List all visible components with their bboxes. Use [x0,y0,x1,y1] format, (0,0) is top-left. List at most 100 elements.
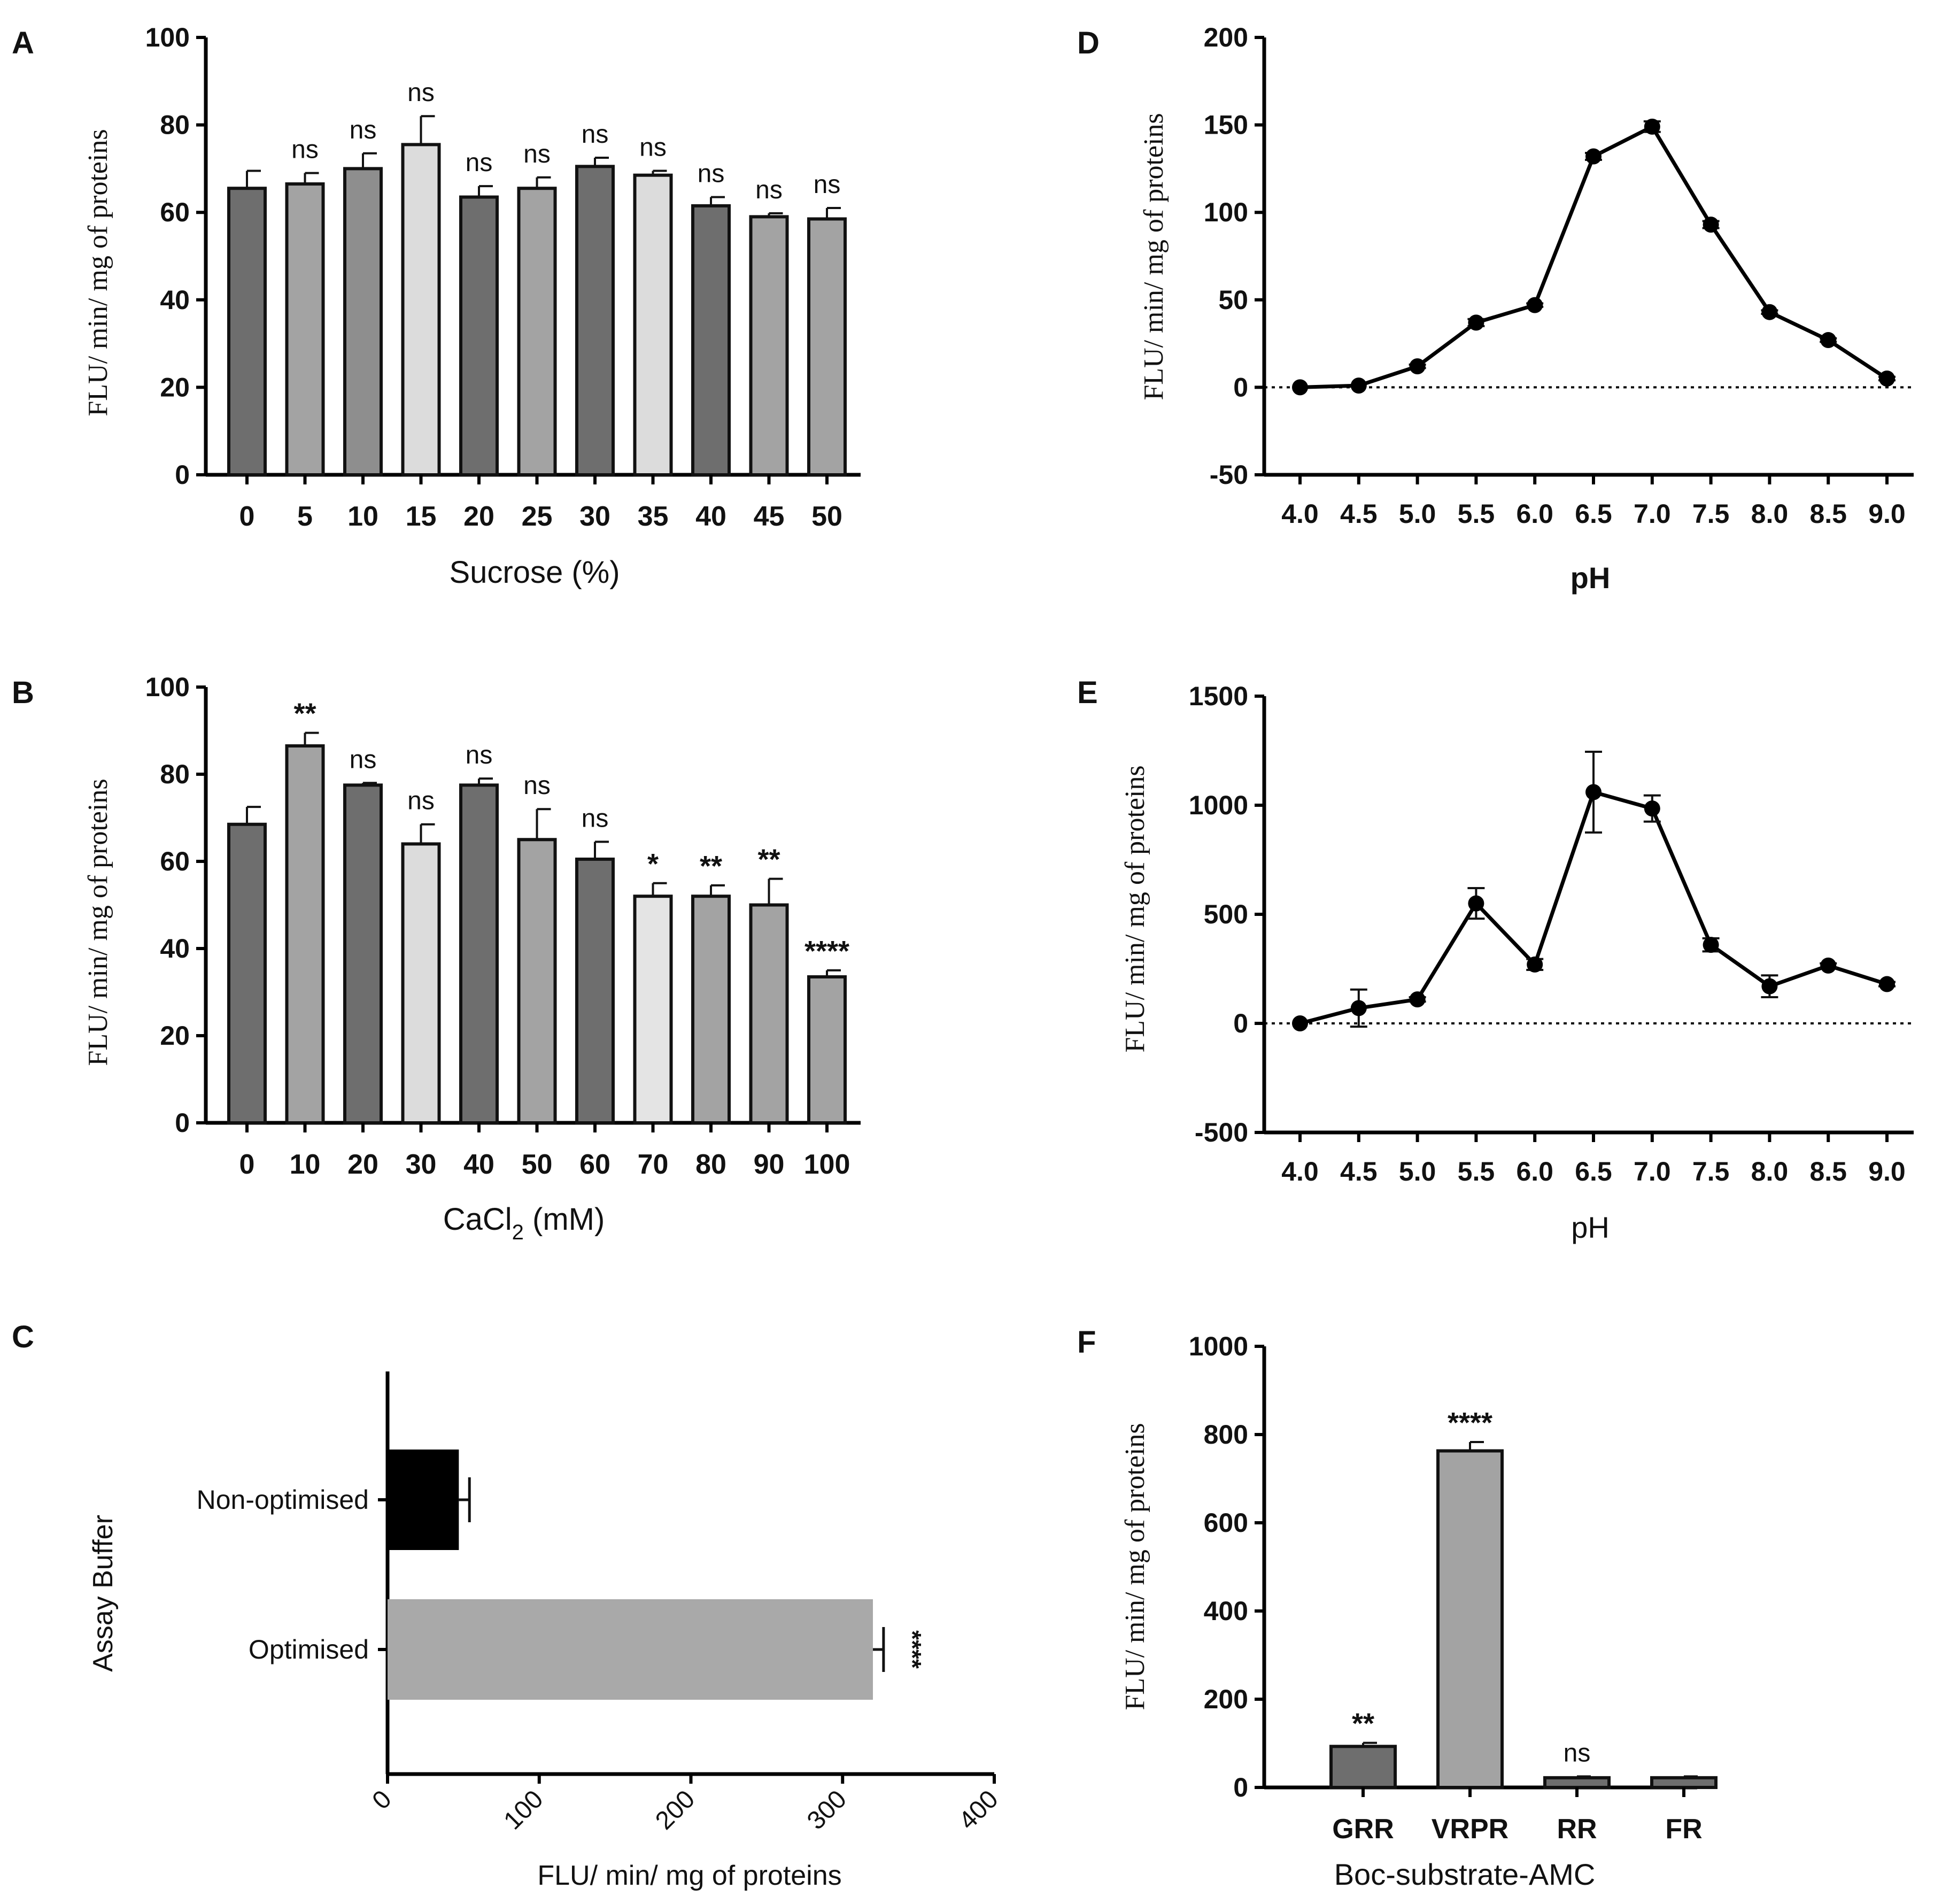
panel-b-x-tick-label: 100 [804,1149,850,1180]
panel-d-x-tick-label: 8.0 [1751,499,1789,529]
panel-a-x-tick-label: 35 [638,501,669,532]
panel-c-x-tick-label: 100 [498,1785,548,1835]
panel-a-bar [401,143,441,477]
panel-e-y-tick-label: 500 [1204,899,1248,929]
panel-b-x-tick-label: 70 [638,1149,669,1180]
panel-f-x-tick-label: FR [1665,1814,1702,1845]
panel-f-significance-label: ** [1352,1708,1374,1740]
panel-f-y-tick-label: 800 [1204,1420,1248,1450]
panel-f-significance-label: ns [1564,1739,1591,1767]
panel-d-x-tick-label: 4.5 [1340,499,1378,529]
panel-b-y-tick-label: 100 [145,672,190,702]
panel-d-point [1585,148,1602,165]
panel-e-y-tick-label: 1500 [1189,681,1248,711]
panel-c-plot: 0 100 200 300 400 Non-optimised Optimised **** [197,1371,1004,1835]
panel-a-x-tick-label: 15 [406,501,437,532]
panel-d-y-tick-label: 0 [1233,372,1248,402]
panel-b-significance-label: ns [407,787,435,815]
panel-d-letter: D [1077,26,1100,60]
panel-b-bar [343,783,383,1124]
panel-e-y-tick-label: 0 [1233,1008,1248,1038]
panel-d-x-tick-label: 6.5 [1575,499,1612,529]
panel-b-y-tick-label: 20 [160,1021,190,1051]
panel-c-x-tick-label: 300 [802,1785,852,1835]
panel-a-significance-label: ns [407,79,435,107]
panel-d-point [1468,314,1484,331]
panel-a-bar [517,187,557,476]
panel-a-significance-label: ns [639,133,667,161]
panel-d-point [1527,297,1543,313]
panel-d-y-tick-label: 50 [1218,285,1248,315]
panel-d-point [1761,304,1778,320]
panel-b-bar [575,857,615,1125]
panel-e-plot: -500 0 500 1000 1500 4.0 4.5 5.0 5.5 6.0 6.5 7.0 7.5… [1189,681,1914,1186]
panel-b-x-tick-label: 50 [522,1149,553,1180]
panel-e-x-tick-label: 8.5 [1809,1157,1847,1186]
panel-d-point [1292,379,1308,396]
panel-a-x-tick-label: 20 [463,501,494,532]
panel-a-significance-label: ns [291,136,319,164]
panel-a-bar [227,187,267,476]
panel-a-bar [691,204,731,476]
panel-f-y-tick-label: 200 [1204,1684,1248,1714]
panel-d-point [1820,332,1837,349]
panel-a-bar [343,167,383,476]
panel-b-x-tick-label: 90 [754,1149,785,1180]
panel-a-ylabel: FLU/ min/ mg of proteins [83,129,113,416]
panel-e-point [1761,978,1778,995]
panel-b-x-tick-label: 80 [695,1149,726,1180]
panel-f-xlabel: Boc-substrate-AMC [1334,1857,1596,1891]
panel-d-point [1703,217,1719,233]
panel-e-letter: E [1077,675,1098,710]
panel-d-xlabel: pH [1571,561,1611,595]
panel-b-bar [691,895,731,1124]
panel-c-letter: C [12,1320,34,1354]
panel-e-point [1468,895,1484,912]
panel-d-x-tick-label: 8.5 [1809,499,1847,529]
panel-a-x-tick-label: 40 [695,501,726,532]
panel-a-x-tick-label: 0 [239,501,255,532]
panel-a-bar [749,215,789,476]
panel-b-significance-label: **** [804,935,849,967]
panel-f-plot: 0 200 400 600 800 1000 GRR ** VRPR **** RR ns FR [1189,1331,1718,1845]
panel-d-x-tick-label: 9.0 [1868,499,1906,529]
panel-b-bar [807,975,847,1124]
panel-c-bar [388,1599,873,1700]
panel-d-x-tick-label: 7.0 [1634,499,1671,529]
panel-b-bar [227,822,267,1124]
panel-f-x-tick-label: GRR [1332,1814,1394,1845]
panel-a-significance-label: ns [814,171,841,199]
panel-a-x-tick-label: 10 [347,501,378,532]
panel-a-bar [575,165,615,476]
panel-d-point [1879,371,1895,387]
panel-d-x-tick-label: 5.5 [1458,499,1495,529]
panel-e-point [1527,956,1543,973]
panel-a-bar [459,195,499,476]
panel-a-xlabel: Sucrose (%) [449,555,620,590]
panel-b-significance-label: ** [757,844,780,876]
panel-a: A FLU/ min/ mg of proteins Sucrose (%) 0… [12,22,861,590]
panel-d-x-tick-label: 4.0 [1281,499,1319,529]
panel-f-letter: F [1077,1325,1096,1360]
panel-a-significance-label: ns [466,149,493,177]
panel-c-ylabel: Assay Buffer [88,1515,119,1672]
panel-c-significance-label: **** [899,1630,926,1669]
panel-e-point [1409,991,1426,1008]
panel-f-y-tick-label: 0 [1233,1772,1248,1802]
panel-f-x-tick-label: VRPR [1432,1814,1508,1845]
panel-c-xlabel: FLU/ min/ mg of proteins [537,1860,841,1891]
panel-a-y-tick-label: 80 [160,110,190,140]
panel-d-ylabel: FLU/ min/ mg of proteins [1139,113,1169,400]
panel-e-x-tick-label: 4.0 [1281,1157,1319,1186]
panel-d-point [1350,377,1367,394]
panel-e-point [1820,957,1837,974]
panel-f-y-tick-label: 1000 [1189,1331,1248,1361]
panel-f-ylabel: FLU/ min/ mg of proteins [1120,1423,1150,1710]
panel-f-significance-label: **** [1448,1407,1492,1439]
panel-b-plot: 0 20 40 60 80 100 0 10 ** 20 ns 30 ns 40 ns 50 ns 60 ns 70 *… [145,672,861,1180]
panel-b-y-tick-label: 0 [175,1108,190,1138]
panel-b-bar [401,842,441,1124]
panel-e: E FLU/ min/ mg of proteins pH -500 0 500 10… [1077,675,1914,1244]
panel-e-point [1879,976,1895,992]
panel-c: C Assay Buffer FLU/ min/ mg of proteins … [12,1320,1004,1891]
